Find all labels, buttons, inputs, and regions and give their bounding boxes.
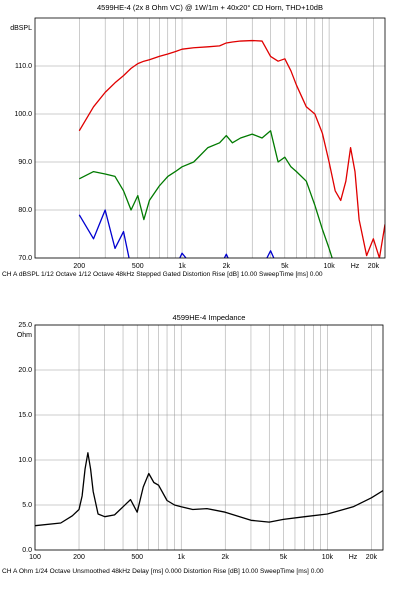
x-tick-label: 2k — [222, 554, 230, 561]
chart-title: 4599HE-4 Impedance — [173, 313, 246, 322]
x-tick-label: 100 — [29, 554, 41, 561]
y-tick-label: 90.0 — [18, 159, 32, 166]
y-tick-label: 25.0 — [18, 322, 32, 329]
x-tick-label: 1k — [178, 554, 186, 561]
y-tick-label: 20.0 — [18, 367, 32, 374]
y-tick-label: 70.0 — [18, 255, 32, 262]
y-axis-label: Ohm — [17, 332, 32, 339]
series-line — [78, 39, 385, 258]
plot-background — [35, 325, 383, 550]
y-axis-label: dBSPL — [10, 25, 32, 32]
y-tick-label: 110.0 — [15, 63, 32, 70]
x-tick-label: 1k — [178, 263, 186, 270]
x-tick-label: 10k — [322, 554, 334, 561]
y-tick-label: 100.0 — [14, 111, 32, 118]
plot-lines — [78, 39, 385, 258]
y-tick-label: 10.0 — [18, 457, 32, 464]
x-tick-label: 10k — [323, 263, 335, 270]
x-axis-label: Hz — [351, 263, 360, 270]
x-tick-label: 20k — [366, 554, 378, 561]
x-tick-label: 20k — [368, 263, 380, 270]
footer: CH A Ohm 1/24 Octave Unsmoothed 48kHz De… — [2, 568, 324, 575]
y-tick-label: 80.0 — [18, 207, 32, 214]
x-tick-label: 200 — [73, 554, 85, 561]
x-tick-label: 500 — [132, 263, 144, 270]
footer: CH A dBSPL 1/12 Octave 1/12 Octave 48kHz… — [2, 271, 323, 278]
x-tick-label: 200 — [73, 263, 85, 270]
x-axis-label: Hz — [349, 554, 358, 561]
x-tick-label: 5k — [281, 263, 289, 270]
x-tick-label: 500 — [131, 554, 143, 561]
series-line — [78, 209, 275, 258]
x-tick-label: 2k — [223, 263, 231, 270]
plot-frame — [34, 324, 384, 551]
plot-lines — [35, 452, 383, 527]
series-line — [78, 130, 333, 258]
y-tick-label: 0.0 — [22, 547, 32, 554]
plot-background — [35, 18, 385, 258]
y-tick-label: 15.0 — [18, 412, 32, 419]
y-tick-label: 5.0 — [22, 502, 32, 509]
chart-title: 4599HE-4 (2x 8 Ohm VC) @ 1W/1m + 40x20° … — [97, 3, 323, 12]
plot-frame — [34, 17, 386, 259]
series-line — [35, 452, 383, 527]
x-tick-label: 5k — [280, 554, 288, 561]
